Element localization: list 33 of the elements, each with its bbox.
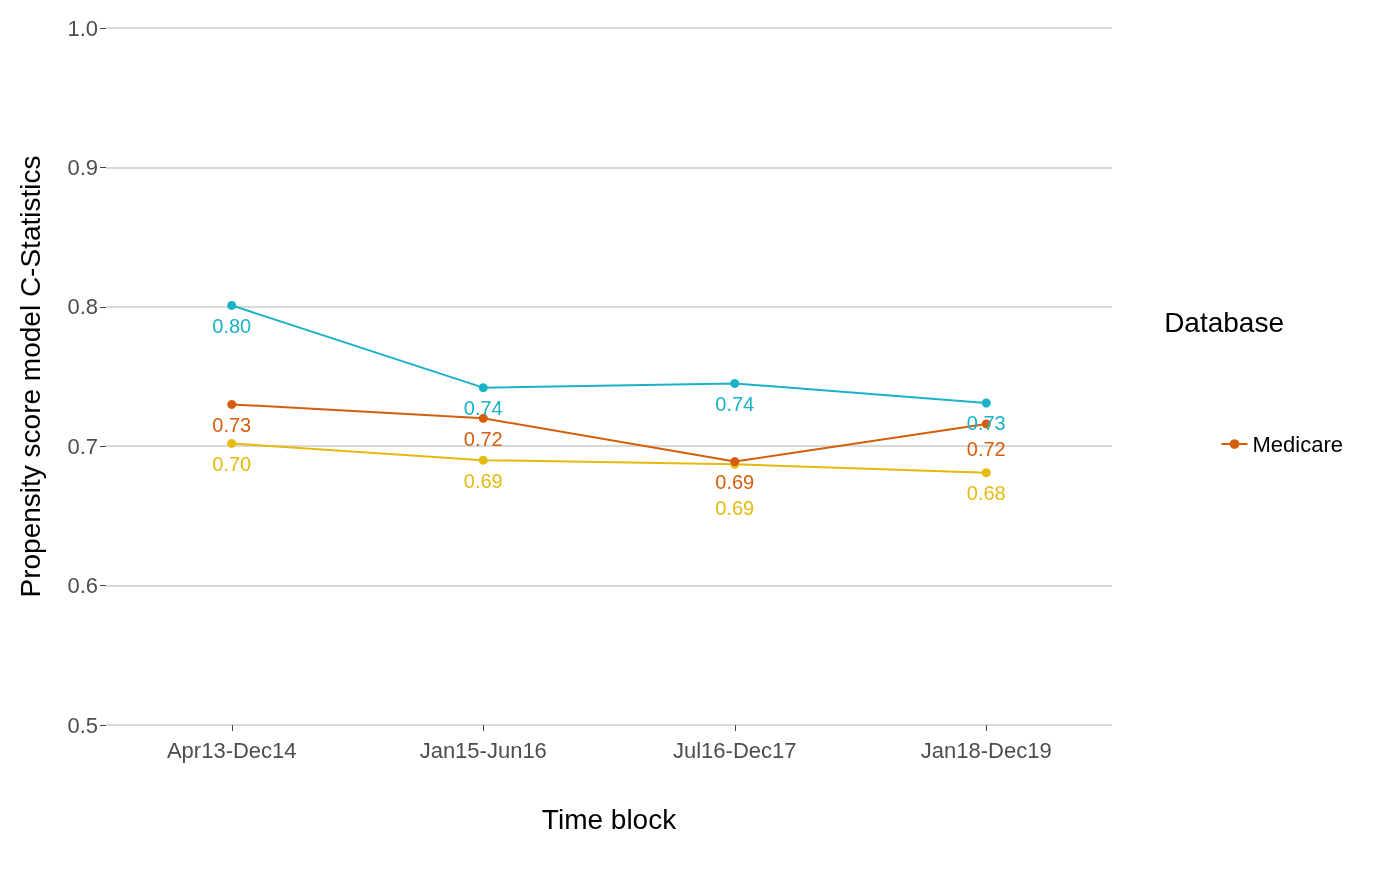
- data-label: 0.74: [715, 392, 755, 415]
- point: [227, 300, 237, 310]
- data-label: 0.72: [966, 438, 1006, 461]
- data-label: 0.69: [715, 497, 755, 520]
- y-tick-label: 0.7: [67, 433, 98, 459]
- x-tick-label: Jan15-Jun16: [419, 737, 547, 763]
- x-tick-label: Jan18-Dec19: [920, 737, 1052, 763]
- data-label: 0.69: [715, 471, 755, 494]
- point: [730, 378, 740, 388]
- y-tick-label: 0.8: [67, 294, 98, 320]
- y-tick-label: 0.9: [67, 154, 98, 180]
- data-label: 0.74: [463, 397, 503, 420]
- y-axis-title: Propensity score model C-Statistics: [14, 155, 46, 598]
- x-axis-title: Time block: [541, 803, 678, 835]
- data-label: 0.73: [212, 413, 252, 436]
- y-tick-label: 1.0: [67, 15, 98, 41]
- data-label: 0.68: [966, 482, 1006, 505]
- point: [227, 438, 237, 448]
- legend-label: Medicare: [1252, 431, 1343, 457]
- y-tick-label: 0.5: [67, 712, 98, 738]
- point: [227, 399, 237, 409]
- x-tick-label: Jul16-Dec17: [672, 737, 797, 763]
- point: [981, 398, 991, 408]
- point: [478, 383, 488, 393]
- legend-title: Database: [1164, 306, 1285, 338]
- data-label: 0.80: [212, 314, 252, 337]
- y-tick-label: 0.6: [67, 573, 98, 599]
- point: [478, 455, 488, 465]
- point: [981, 468, 991, 478]
- data-label: 0.69: [463, 469, 503, 492]
- x-tick-label: Apr13-Dec14: [166, 737, 297, 763]
- data-label: 0.70: [212, 452, 252, 475]
- data-label: 0.72: [463, 427, 503, 450]
